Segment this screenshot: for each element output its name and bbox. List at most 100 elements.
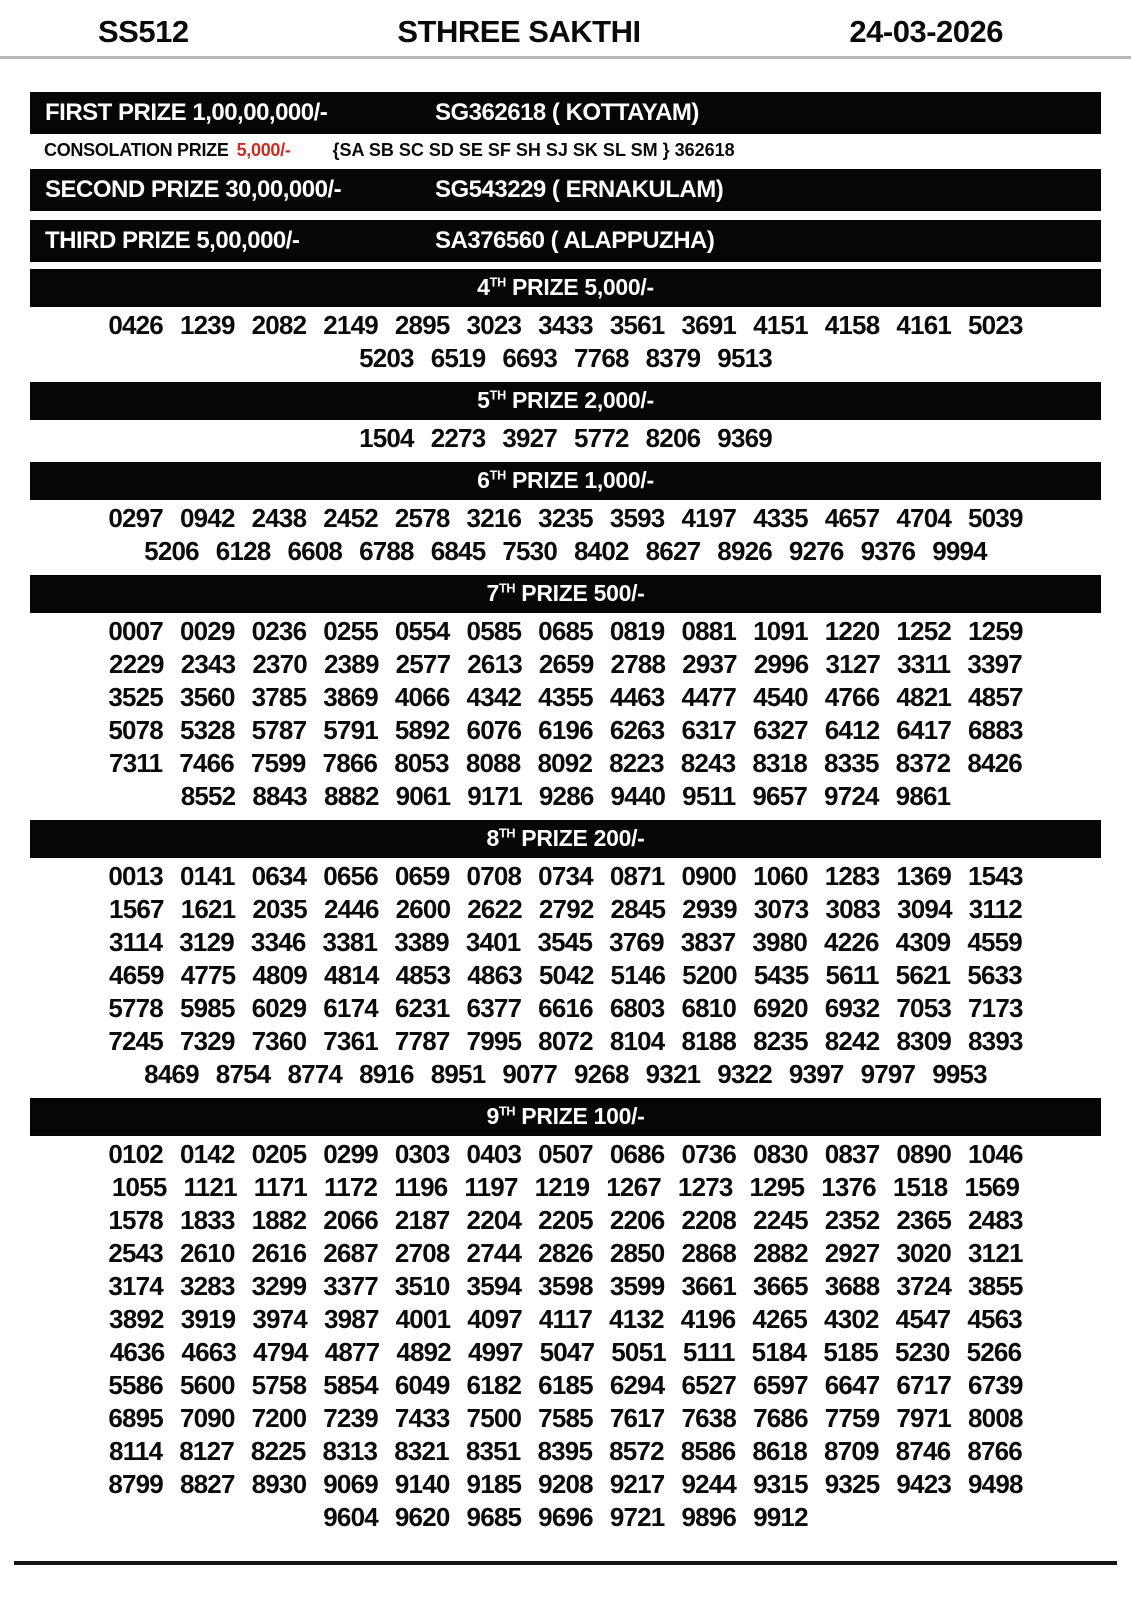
winning-number: 5146 [610, 960, 666, 990]
winning-number: 2939 [682, 894, 737, 924]
winning-number: 9721 [609, 1502, 665, 1532]
winning-number: 1621 [180, 894, 236, 924]
winning-number: 2365 [896, 1205, 952, 1235]
winning-number: 4559 [967, 927, 1022, 957]
winning-numbers-row: 8799 8827 8930 9069 9140 9185 9208 9217 9244 9315… [45, 1468, 1086, 1501]
winning-number: 2616 [251, 1238, 307, 1268]
winning-number: 4302 [824, 1304, 879, 1334]
winning-number: 8393 [968, 1026, 1023, 1056]
winning-number: 0686 [609, 1139, 665, 1169]
winning-number: 3311 [897, 649, 951, 679]
winning-number: 1171 [253, 1172, 308, 1202]
winning-number: 6417 [896, 715, 952, 745]
winning-number: 8372 [895, 748, 951, 778]
winning-numbers-row: 8552 8843 8882 9061 9171 9286 9440 9511 9657 9724… [45, 780, 1086, 813]
winning-number: 3216 [466, 503, 522, 533]
winning-number: 4821 [896, 682, 952, 712]
winning-number: 4151 [753, 310, 808, 340]
winning-number: 8926 [717, 536, 772, 566]
winning-number: 4197 [681, 503, 737, 533]
winning-number: 7433 [394, 1403, 450, 1433]
winning-number: 5047 [539, 1337, 595, 1367]
winning-number: 6739 [968, 1370, 1023, 1400]
winning-number: 6647 [824, 1370, 880, 1400]
third-prize-bar: THIRD PRIZE 5,00,000/- SA376560 ( ALAPPU… [30, 220, 1101, 262]
winning-number: 9513 [717, 343, 772, 373]
consolation-prize-row: CONSOLATION PRIZE 5,000/- {SA SB SC SD S… [30, 138, 1101, 163]
prize-section: 5TH PRIZE 2,000/- 1504 2273 3927 5772 8206 936… [0, 382, 1131, 455]
winning-number: 9861 [895, 781, 951, 811]
winning-number: 1267 [606, 1172, 661, 1202]
winning-number: 8318 [752, 748, 808, 778]
winning-number: 1518 [892, 1172, 948, 1202]
winning-number: 8053 [394, 748, 449, 778]
winning-number: 9322 [717, 1059, 772, 1089]
winning-number: 5111 [682, 1337, 736, 1367]
winning-number: 6608 [287, 536, 343, 566]
winning-number: 6883 [968, 715, 1023, 745]
winning-number: 5633 [967, 960, 1022, 990]
winning-number: 2882 [753, 1238, 808, 1268]
winning-number: 0297 [108, 503, 163, 533]
winning-number: 5042 [538, 960, 594, 990]
winning-number: 1219 [534, 1172, 590, 1202]
prize-section-title: 8TH PRIZE 200/- [30, 820, 1101, 858]
winning-number: 0585 [466, 616, 522, 646]
first-prize-bar: FIRST PRIZE 1,00,00,000/- SG362618 ( KOT… [30, 92, 1101, 134]
winning-numbers-row: 9604 9620 9685 9696 9721 9896 9912 [45, 1501, 1086, 1534]
winning-number: 2868 [681, 1238, 737, 1268]
winning-number: 7787 [394, 1026, 450, 1056]
consolation-prize-label: CONSOLATION PRIZE [44, 140, 229, 160]
winning-number: 6788 [359, 536, 414, 566]
winning-number: 9077 [502, 1059, 557, 1089]
winning-number: 9696 [538, 1502, 593, 1532]
winning-number: 4863 [467, 960, 522, 990]
winning-number: 2205 [538, 1205, 593, 1235]
masthead: SS512 STHREE SAKTHI 24-03-2026 [0, 0, 1131, 54]
winning-number: 5184 [751, 1337, 807, 1367]
winning-number: 8104 [609, 1026, 665, 1056]
winning-number: 5435 [753, 960, 809, 990]
winning-number: 3869 [323, 682, 378, 712]
winning-number: 8746 [895, 1436, 951, 1466]
winning-number: 1259 [968, 616, 1023, 646]
winning-number: 2446 [323, 894, 379, 924]
winning-number: 9217 [609, 1469, 665, 1499]
winning-number: 8627 [645, 536, 701, 566]
winning-number: 1569 [964, 1172, 1020, 1202]
winning-number: 8008 [968, 1403, 1023, 1433]
winning-number: 6196 [538, 715, 593, 745]
winning-number: 6128 [215, 536, 271, 566]
winning-number: 3389 [394, 927, 449, 957]
winning-number: 5611 [825, 960, 879, 990]
winning-number: 2543 [108, 1238, 163, 1268]
winning-number: 4997 [467, 1337, 523, 1367]
winning-number: 4704 [896, 503, 952, 533]
winning-number: 6519 [430, 343, 486, 373]
winning-number: 7200 [251, 1403, 307, 1433]
winning-number: 0426 [108, 310, 163, 340]
winning-number: 8335 [824, 748, 879, 778]
winning-number: 0554 [394, 616, 450, 646]
winning-number: 1833 [179, 1205, 235, 1235]
prize-section: 9TH PRIZE 100/- 0102 0142 0205 0299 0303 0403 0… [0, 1098, 1131, 1534]
winning-number: 8572 [609, 1436, 664, 1466]
winning-number: 8843 [252, 781, 307, 811]
winning-number: 2708 [394, 1238, 450, 1268]
winning-number: 3599 [609, 1271, 665, 1301]
prize-sections: 4TH PRIZE 5,000/- 0426 1239 2082 2149 2895 302… [0, 269, 1131, 1534]
winning-number: 9440 [610, 781, 666, 811]
winning-number: 2613 [467, 649, 522, 679]
winning-number: 2343 [180, 649, 236, 679]
winning-numbers-row: 0297 0942 2438 2452 2578 3216 3235 3593 4197 4335… [45, 502, 1086, 535]
winning-number: 4853 [395, 960, 451, 990]
winning-number: 6377 [466, 993, 522, 1023]
winning-number: 3561 [609, 310, 665, 340]
winning-number: 3299 [251, 1271, 307, 1301]
winning-number: 9896 [681, 1502, 737, 1532]
winning-number: 1220 [824, 616, 880, 646]
winning-number: 7768 [574, 343, 629, 373]
winning-numbers-row: 8114 8127 8225 8313 8321 8351 8395 8572 8586 8618… [45, 1435, 1086, 1468]
winning-number: 2788 [610, 649, 666, 679]
winning-number: 2352 [824, 1205, 880, 1235]
